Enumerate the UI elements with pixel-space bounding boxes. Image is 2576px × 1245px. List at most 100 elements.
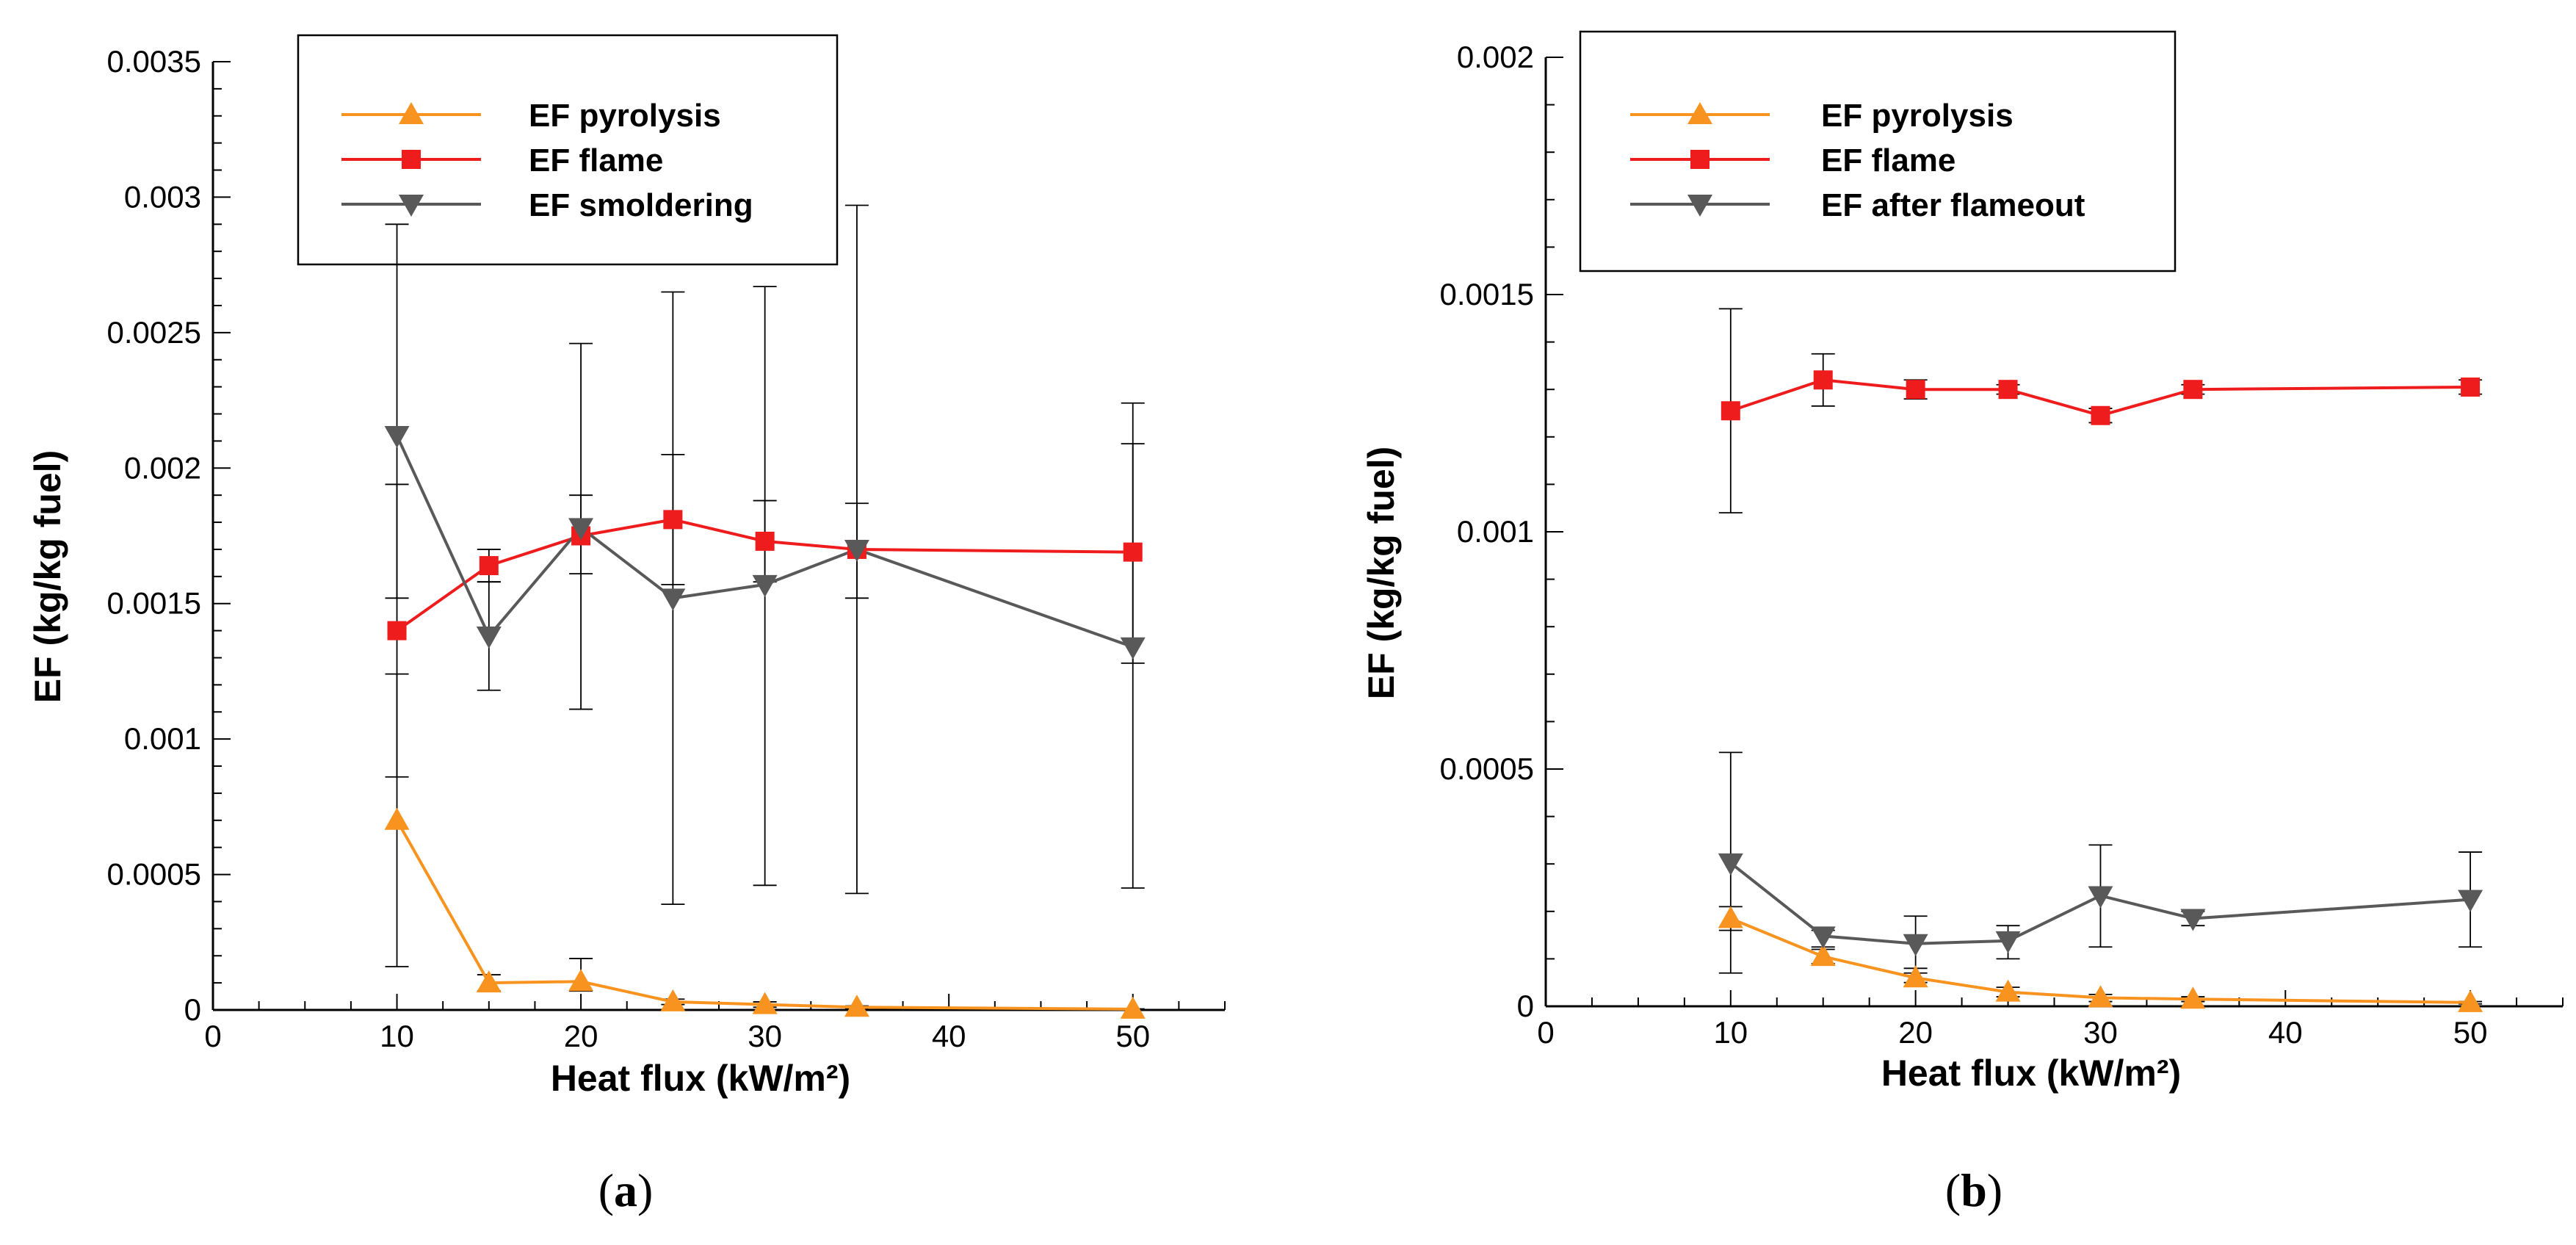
data-point xyxy=(1998,380,2018,400)
legend-box xyxy=(297,34,839,266)
error-bar xyxy=(385,223,409,599)
data-point xyxy=(1718,853,1743,876)
data-point xyxy=(1120,637,1146,660)
data-point xyxy=(476,626,502,649)
panel-label-a: (a) xyxy=(598,1164,654,1216)
legend-marker xyxy=(402,150,421,169)
y-tick-label: 0.002 xyxy=(1457,40,1534,74)
x-tick-label: 10 xyxy=(1713,1015,1748,1050)
chart-panel-a: EF pyrolysis EF flame EF smoldering 0 10 20 3… xyxy=(27,34,1226,1216)
y-tick-label: 0.001 xyxy=(1457,514,1534,549)
legend-marker xyxy=(1687,195,1712,217)
x-tick-label: 20 xyxy=(564,1019,598,1053)
legend-a: EF pyrolysis EF flame EF smoldering xyxy=(297,34,839,266)
legend-label: EF smoldering xyxy=(529,187,753,223)
data-point xyxy=(1903,934,1928,956)
data-point xyxy=(384,807,410,830)
y-tick-label: 0.0035 xyxy=(107,44,201,79)
data-point xyxy=(2180,986,2206,1009)
data-point xyxy=(2088,886,2113,909)
data-point xyxy=(1813,370,1833,390)
x-tick-label: 0 xyxy=(204,1019,221,1053)
data-point xyxy=(2183,380,2203,400)
y-tick-label: 0.0015 xyxy=(107,586,201,621)
series-markers-b xyxy=(1718,370,2483,1012)
data-point xyxy=(660,588,686,611)
legend-entry: EF pyrolysis xyxy=(1630,98,2014,134)
legend-box xyxy=(1579,30,2177,273)
data-point xyxy=(479,556,499,576)
data-point xyxy=(387,621,407,640)
x-tick-label: 50 xyxy=(2453,1015,2488,1050)
data-point xyxy=(476,970,502,993)
y-tick-label: 0 xyxy=(1517,989,1534,1023)
y-axis-title-a: EF (kg/kg fuel) xyxy=(27,450,68,703)
x-tick-label: 30 xyxy=(748,1019,782,1053)
x-tick-label: 40 xyxy=(932,1019,966,1053)
legend-entry: EF flame xyxy=(1630,142,1955,178)
x-axis-title-b: Heat flux (kW/m²) xyxy=(1881,1053,2181,1094)
legend-entry: EF smoldering xyxy=(341,187,753,223)
data-point xyxy=(2461,377,2481,397)
data-point xyxy=(2180,909,2206,931)
data-point xyxy=(663,510,683,530)
data-point xyxy=(1718,906,1743,928)
x-tick-label: 0 xyxy=(1537,1015,1554,1050)
y-tick-label: 0 xyxy=(184,992,201,1027)
data-point xyxy=(844,539,869,562)
y-tick-label: 0.0005 xyxy=(1440,751,1534,786)
x-tick-label: 30 xyxy=(2083,1015,2118,1050)
y-axis-title-b: EF (kg/kg fuel) xyxy=(1361,447,1402,699)
data-point xyxy=(568,969,594,992)
data-point xyxy=(752,574,778,597)
data-point xyxy=(1995,979,2021,1002)
legend-label: EF pyrolysis xyxy=(529,98,721,134)
legend-label: EF pyrolysis xyxy=(1821,98,2014,134)
x-axis-title-a: Heat flux (kW/m²) xyxy=(551,1058,850,1099)
legend-marker xyxy=(1687,102,1712,124)
data-point xyxy=(1903,965,1928,988)
data-point xyxy=(2091,405,2110,425)
chart-panel-b: EF pyrolysis EF flame EF after flameout 0 1… xyxy=(1361,30,2564,1216)
legend-label: EF flame xyxy=(1821,142,1955,178)
y-tick-label: 0.001 xyxy=(124,721,201,756)
legend-marker xyxy=(399,102,424,124)
data-point xyxy=(2458,989,2483,1012)
data-point xyxy=(755,531,775,551)
data-point xyxy=(752,992,778,1014)
data-point xyxy=(384,426,410,449)
x-tick-label: 40 xyxy=(2268,1015,2303,1050)
data-point xyxy=(2458,889,2483,912)
panel-label-b: (b) xyxy=(1945,1164,2002,1216)
legend-label: EF flame xyxy=(529,142,663,178)
data-point xyxy=(844,995,869,1017)
legend-entry: EF pyrolysis xyxy=(341,98,721,134)
x-tick-label: 10 xyxy=(380,1019,414,1053)
y-tick-label: 0.0005 xyxy=(107,857,201,892)
y-tick-label: 0.0015 xyxy=(1440,277,1534,311)
series-markers-a xyxy=(384,426,1146,1019)
data-point xyxy=(1810,944,1836,967)
panel-label-a-letter: a xyxy=(614,1164,637,1216)
data-point xyxy=(1906,380,1925,400)
data-point xyxy=(1120,996,1146,1019)
legend-marker xyxy=(399,195,424,217)
legend-label: EF after flameout xyxy=(1821,187,2085,223)
error-bars-a xyxy=(385,204,1145,1011)
data-point xyxy=(568,518,594,541)
legend-marker xyxy=(1690,150,1710,169)
legend-entry: EF after flameout xyxy=(1630,187,2085,223)
legend-entry: EF flame xyxy=(341,142,663,178)
x-tick-label: 50 xyxy=(1115,1019,1150,1053)
data-point xyxy=(1810,926,1836,949)
data-point xyxy=(1995,931,2021,953)
data-point xyxy=(1721,401,1740,421)
x-tick-label: 20 xyxy=(1898,1015,1933,1050)
data-point xyxy=(2088,985,2113,1008)
y-tick-label: 0.003 xyxy=(124,179,201,214)
panel-label-b-letter: b xyxy=(1961,1164,1987,1216)
legend-b: EF pyrolysis EF flame EF after flameout xyxy=(1579,30,2177,273)
data-point xyxy=(1123,542,1143,562)
axes-a: 0 10 20 30 40 50 0 0.0005 0.001 0.0015 0.002 0.0025… xyxy=(107,44,1226,1053)
